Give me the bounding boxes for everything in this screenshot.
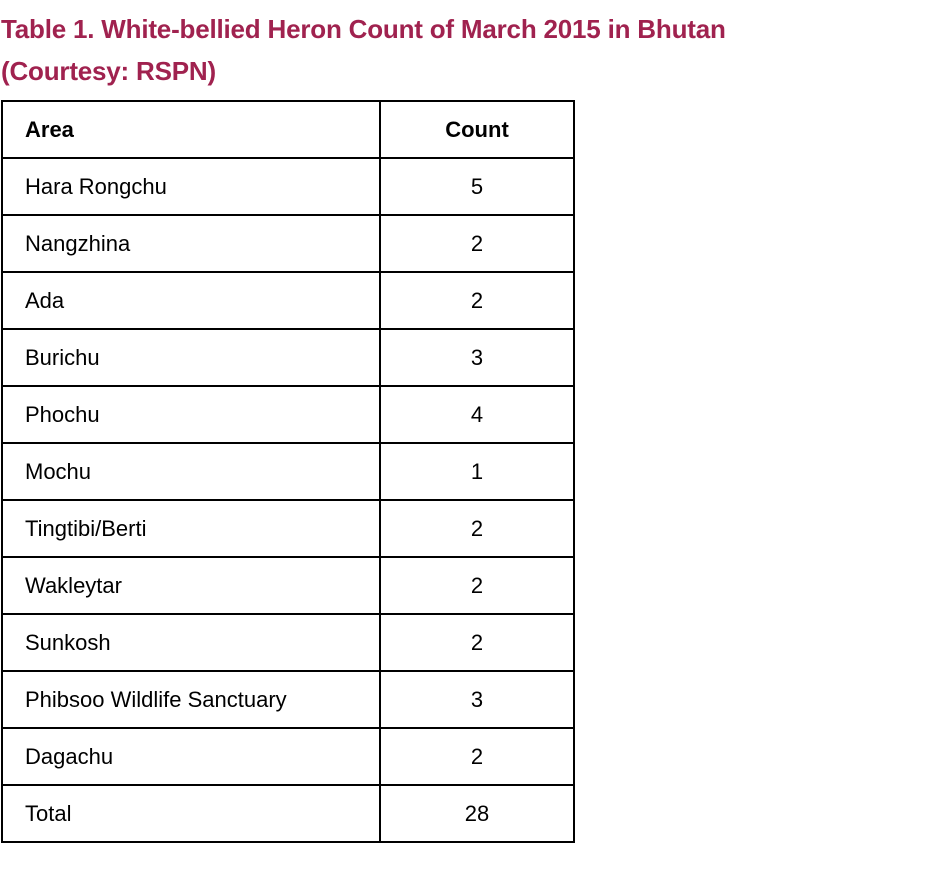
count-cell: 3 [379,328,575,387]
area-cell: Sunkosh [1,613,381,672]
area-cell: Tingtibi/Berti [1,499,381,558]
table-row: Ada 2 [1,271,575,330]
count-cell: 4 [379,385,575,444]
count-cell: 2 [379,556,575,615]
count-cell: 1 [379,442,575,501]
caption-line-1: Table 1. White-bellied Heron Count of Ma… [1,14,726,44]
table-row: Hara Rongchu 5 [1,157,575,216]
area-cell: Mochu [1,442,381,501]
count-cell: 28 [379,784,575,843]
header-count: Count [379,100,575,159]
header-row: Area Count [1,100,575,159]
area-cell: Hara Rongchu [1,157,381,216]
table-caption: Table 1. White-bellied Heron Count of Ma… [1,8,726,92]
count-cell: 5 [379,157,575,216]
table-row: Burichu 3 [1,328,575,387]
count-cell: 2 [379,727,575,786]
table-row: Nangzhina 2 [1,214,575,273]
count-cell: 3 [379,670,575,729]
caption-line-2: (Courtesy: RSPN) [1,56,216,86]
count-cell: 2 [379,271,575,330]
table-row: Tingtibi/Berti 2 [1,499,575,558]
count-cell: 2 [379,613,575,672]
area-cell: Burichu [1,328,381,387]
count-cell: 2 [379,214,575,273]
table-row: Phibsoo Wildlife Sanctuary 3 [1,670,575,729]
table-row: Sunkosh 2 [1,613,575,672]
area-cell: Phochu [1,385,381,444]
heron-count-table: Area Count Hara Rongchu 5 Nangzhina 2 Ada 2 Bu… [1,100,575,843]
table-row: Wakleytar 2 [1,556,575,615]
count-cell: 2 [379,499,575,558]
area-cell: Wakleytar [1,556,381,615]
area-cell: Total [1,784,381,843]
area-cell: Dagachu [1,727,381,786]
area-cell: Phibsoo Wildlife Sanctuary [1,670,381,729]
header-area: Area [1,100,381,159]
area-cell: Ada [1,271,381,330]
table-row: Phochu 4 [1,385,575,444]
total-row: Total 28 [1,784,575,843]
table-row: Dagachu 2 [1,727,575,786]
table-row: Mochu 1 [1,442,575,501]
area-cell: Nangzhina [1,214,381,273]
